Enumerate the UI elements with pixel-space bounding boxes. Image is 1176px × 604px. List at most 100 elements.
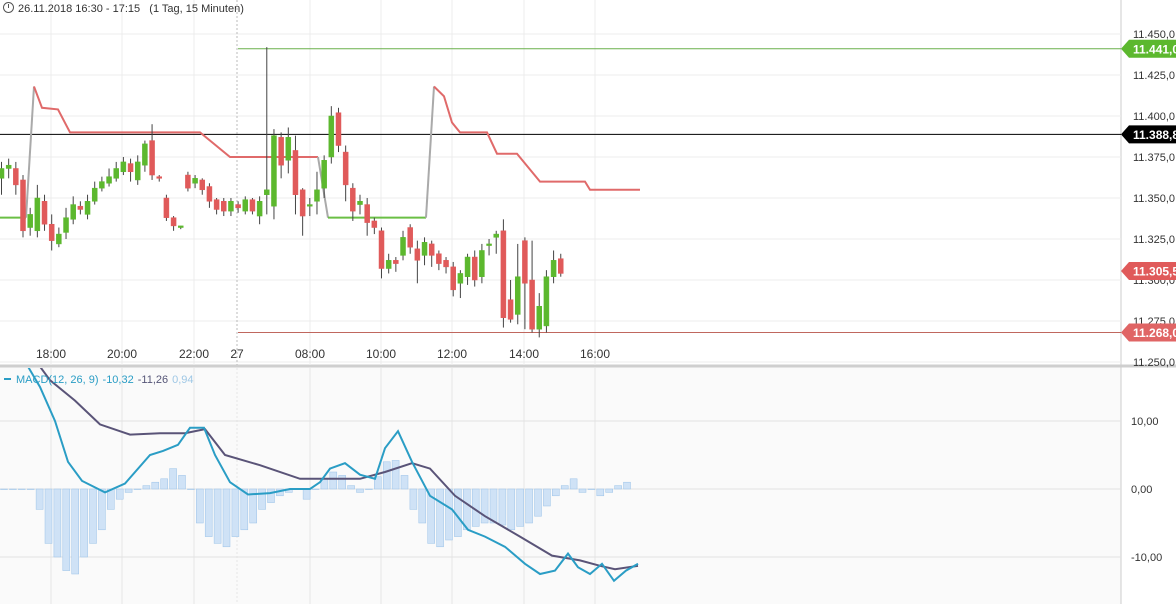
candle bbox=[228, 198, 234, 217]
candle bbox=[471, 250, 478, 287]
candle-body bbox=[378, 230, 385, 269]
candle bbox=[213, 198, 220, 215]
candle-body bbox=[213, 199, 220, 210]
candle bbox=[371, 217, 378, 235]
candle-body bbox=[299, 189, 306, 217]
macd-histogram-bar bbox=[374, 476, 382, 490]
candle bbox=[443, 257, 449, 274]
candle-body bbox=[558, 258, 564, 274]
macd-histogram-bar bbox=[44, 488, 53, 544]
price-tick-label: 11.375,0 bbox=[1133, 152, 1175, 164]
candle bbox=[335, 107, 342, 153]
candle bbox=[493, 230, 499, 254]
macd-histogram-bar bbox=[596, 488, 605, 497]
candle-body bbox=[357, 201, 363, 205]
price-tag-label: 11.388,8 bbox=[1133, 128, 1176, 142]
candle bbox=[249, 198, 256, 215]
candle bbox=[149, 124, 155, 180]
info-header: 26.11.2018 16:30 - 17:15 (1 Tag, 15 Minu… bbox=[0, 2, 244, 15]
candle bbox=[163, 194, 170, 221]
candle bbox=[41, 194, 48, 231]
macd-histogram-bar bbox=[249, 488, 257, 524]
candle-body bbox=[550, 260, 557, 277]
macd-histogram-bar bbox=[382, 461, 391, 490]
candle bbox=[63, 207, 69, 239]
candle-body bbox=[256, 201, 263, 217]
macd-histogram-bar bbox=[605, 488, 613, 493]
candle bbox=[199, 178, 206, 195]
macd-histogram-bar bbox=[178, 475, 186, 490]
candle bbox=[235, 201, 241, 213]
candle-body bbox=[48, 223, 55, 241]
candle-body bbox=[13, 168, 19, 186]
candle-body bbox=[450, 266, 456, 291]
candle bbox=[543, 270, 550, 333]
macd-histogram-bar bbox=[489, 488, 498, 524]
candle-body bbox=[350, 187, 356, 212]
macd-histogram-bar bbox=[107, 488, 115, 510]
macd-line bbox=[27, 368, 639, 583]
candle-body bbox=[479, 250, 485, 277]
candle-body bbox=[170, 217, 177, 227]
candle bbox=[13, 161, 19, 195]
candle-body bbox=[163, 197, 170, 218]
x-tick-label: 20:00 bbox=[107, 347, 137, 361]
candle-body bbox=[106, 176, 112, 184]
candle-body bbox=[364, 204, 370, 223]
candle bbox=[514, 243, 521, 325]
macd-histogram-bar bbox=[409, 488, 418, 510]
candle-body bbox=[393, 260, 399, 264]
candle bbox=[221, 198, 227, 217]
candle bbox=[178, 225, 184, 230]
price-tick-label: 11.350,0 bbox=[1133, 193, 1175, 205]
candle-body bbox=[464, 256, 471, 277]
candle bbox=[106, 168, 112, 187]
macd-histogram-bar bbox=[614, 485, 622, 490]
candle-body bbox=[142, 143, 148, 166]
macd-histogram-bar bbox=[516, 488, 524, 527]
candle bbox=[385, 253, 392, 274]
macd-histogram-bar bbox=[498, 488, 507, 526]
price-tag-shape bbox=[1121, 125, 1176, 144]
macd-histogram-bar bbox=[258, 488, 266, 510]
candle bbox=[20, 175, 26, 238]
candle bbox=[271, 129, 277, 220]
candle-body bbox=[206, 186, 213, 202]
candle bbox=[500, 219, 507, 328]
candle bbox=[400, 230, 406, 261]
macd-histogram-bar bbox=[169, 468, 177, 490]
candle-body bbox=[84, 201, 91, 215]
candle-body bbox=[543, 276, 550, 327]
macd-histogram-bar bbox=[552, 488, 560, 497]
macd-histogram-bar bbox=[35, 488, 44, 510]
macd-histogram-bar bbox=[204, 488, 213, 537]
candle bbox=[328, 106, 335, 164]
candle bbox=[558, 253, 564, 277]
price-tick-label: 11.450,0 bbox=[1133, 29, 1175, 41]
candle bbox=[486, 239, 492, 256]
clock-icon bbox=[3, 2, 14, 13]
candle bbox=[314, 171, 320, 215]
x-tick-label: 18:00 bbox=[36, 347, 66, 361]
price-tick-label: 11.325,0 bbox=[1133, 234, 1175, 246]
candle-body bbox=[156, 176, 162, 179]
candle-body bbox=[5, 164, 12, 169]
interval-text: (1 Tag, 15 Minuten) bbox=[149, 3, 244, 15]
candle bbox=[421, 237, 428, 266]
candle-body bbox=[63, 217, 69, 233]
macd-histogram-bar bbox=[115, 488, 124, 500]
macd-histogram-bar bbox=[222, 488, 231, 548]
x-tick-label: 22:00 bbox=[179, 347, 209, 361]
candle bbox=[77, 201, 84, 215]
candle bbox=[292, 135, 299, 215]
x-tick-label: 08:00 bbox=[295, 347, 325, 361]
candle-body bbox=[185, 174, 191, 189]
candle-body bbox=[41, 201, 48, 225]
macd-histogram-bar bbox=[445, 488, 453, 541]
x-tick-label: 12:00 bbox=[437, 347, 467, 361]
candle-body bbox=[385, 260, 392, 269]
candle bbox=[34, 184, 41, 238]
macd-histogram-bar bbox=[151, 481, 160, 490]
candle-body bbox=[192, 178, 198, 184]
macd-histogram-bar bbox=[62, 488, 71, 571]
